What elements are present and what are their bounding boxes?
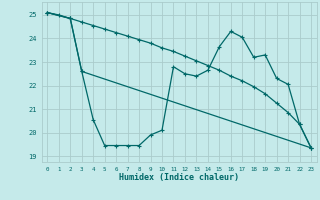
X-axis label: Humidex (Indice chaleur): Humidex (Indice chaleur) [119,173,239,182]
